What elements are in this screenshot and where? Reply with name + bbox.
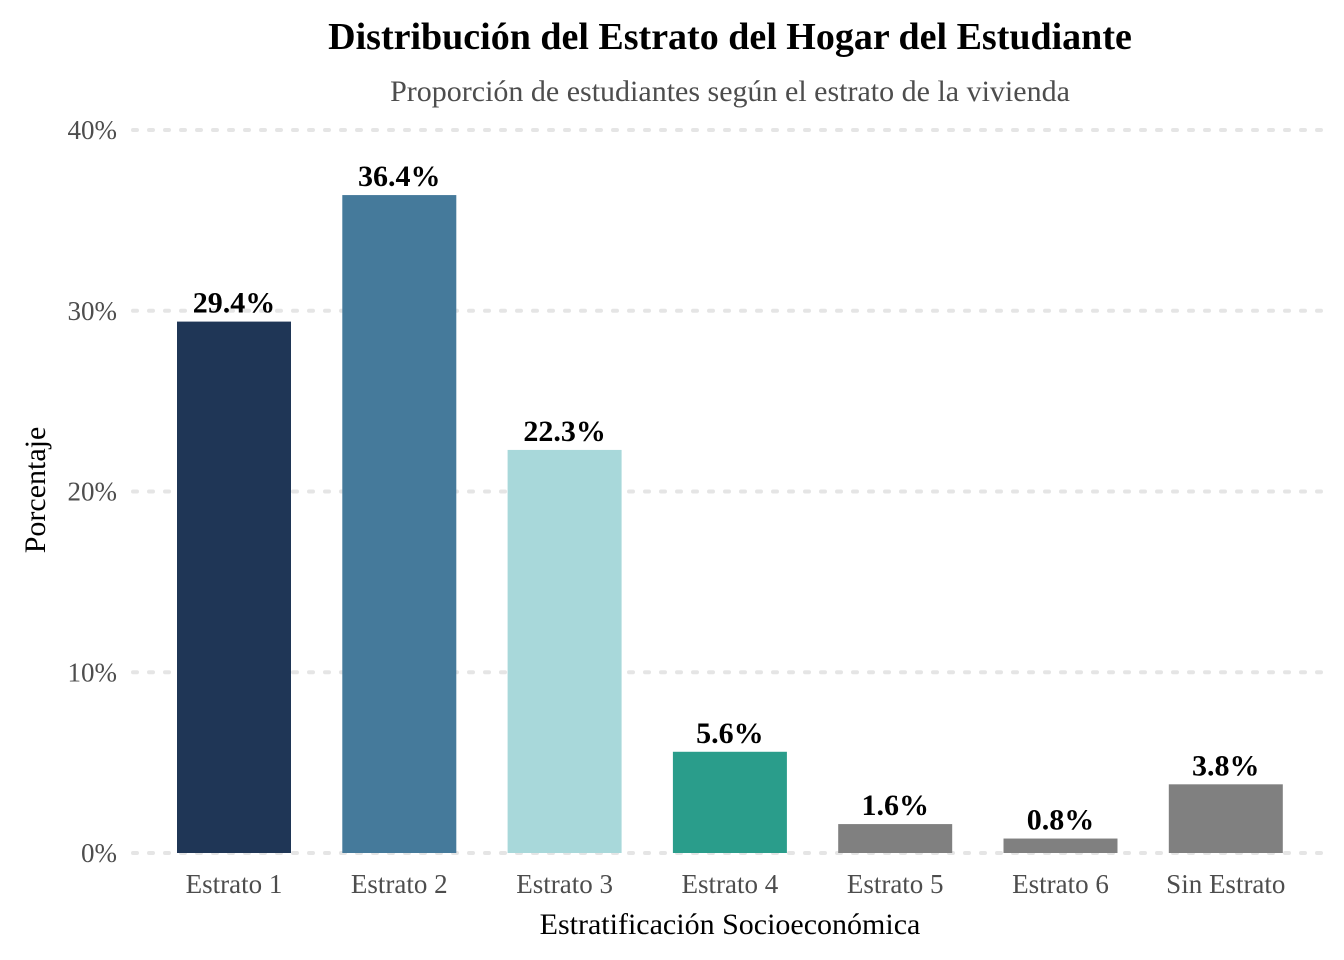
x-axis-ticks: Estrato 1 Estrato 2 Estrato 3 Estrato 4 Estr… xyxy=(186,869,1286,899)
y-tick-label: 30% xyxy=(68,296,118,326)
chart-subtitle: Proporción de estudiantes según el estra… xyxy=(390,75,1070,108)
x-tick-label: Estrato 6 xyxy=(1012,869,1109,899)
data-label: 22.3% xyxy=(523,415,606,448)
data-labels: 29.4% 36.4% 22.3% 5.6% 1.6% 0.8% 3.8% xyxy=(193,160,1260,836)
y-tick-label: 20% xyxy=(68,477,118,507)
bars xyxy=(177,195,1283,854)
data-label: 1.6% xyxy=(861,789,929,822)
y-tick-label: 10% xyxy=(68,657,118,687)
data-label: 0.8% xyxy=(1027,804,1095,837)
y-tick-label: 0% xyxy=(81,838,117,868)
bar xyxy=(342,195,457,853)
x-tick-label: Estrato 4 xyxy=(682,869,779,899)
bar xyxy=(1003,838,1118,853)
x-tick-label: Estrato 5 xyxy=(847,869,944,899)
x-tick-label: Estrato 1 xyxy=(186,869,283,899)
y-axis-title: Porcentaje xyxy=(19,427,52,554)
data-label: 36.4% xyxy=(358,160,441,193)
x-tick-label: Estrato 3 xyxy=(516,869,613,899)
y-tick-label: 40% xyxy=(68,115,118,145)
bar xyxy=(672,751,787,853)
bar xyxy=(507,449,622,853)
data-label: 3.8% xyxy=(1192,749,1260,782)
y-axis-ticks: 0% 10% 20% 30% 40% xyxy=(68,115,118,868)
x-tick-label: Sin Estrato xyxy=(1166,869,1285,899)
chart-title: Distribución del Estrato del Hogar del E… xyxy=(328,16,1132,58)
data-label: 29.4% xyxy=(193,287,276,320)
x-axis-title: Estratificación Socioeconómica xyxy=(540,908,921,941)
bar xyxy=(838,824,953,853)
bar xyxy=(177,321,291,854)
x-tick-label: Estrato 2 xyxy=(351,869,448,899)
bar xyxy=(1168,784,1283,853)
data-label: 5.6% xyxy=(696,717,764,750)
